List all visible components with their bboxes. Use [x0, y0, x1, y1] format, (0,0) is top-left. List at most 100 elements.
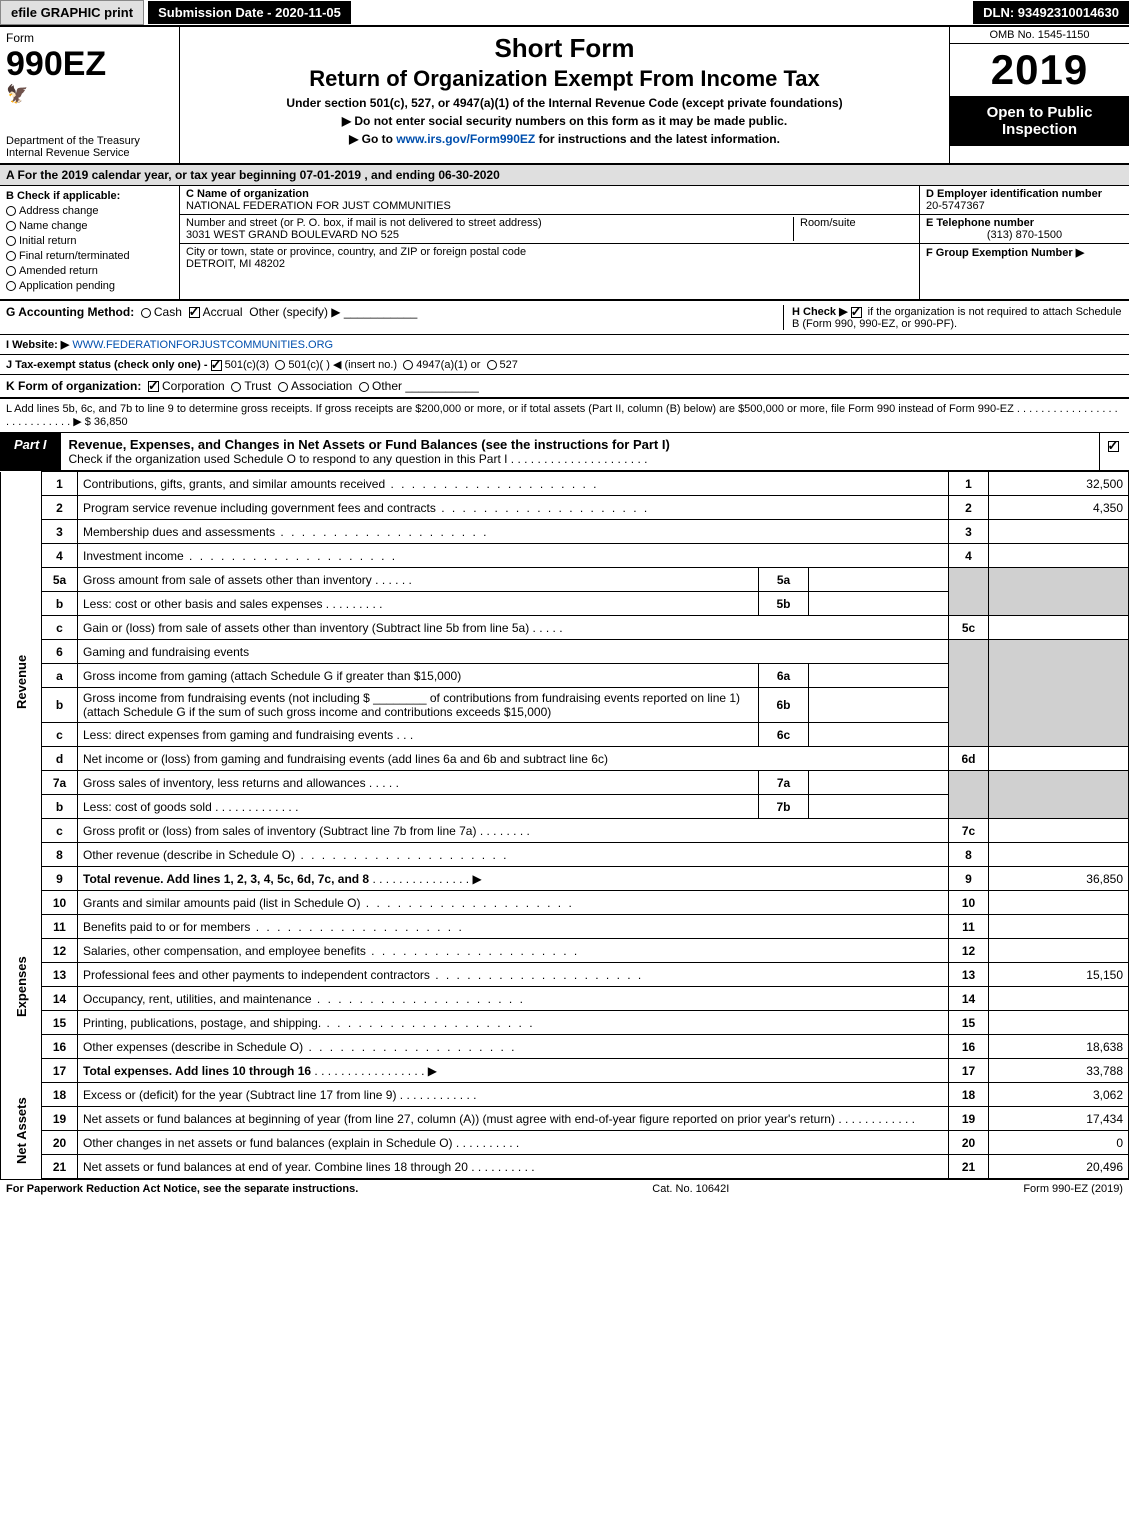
application-pending-radio[interactable] [6, 281, 16, 291]
l16-num: 16 [42, 1035, 78, 1059]
phone-value: (313) 870-1500 [926, 229, 1123, 241]
revenue-side-label: Revenue [1, 472, 42, 891]
amended-return-radio[interactable] [6, 266, 16, 276]
l1-amt: 32,500 [989, 472, 1129, 496]
501c3-label: 501(c)(3) [225, 359, 270, 371]
l7b-sub: 7b [759, 795, 809, 819]
part1-header: Part I Revenue, Expenses, and Changes in… [0, 433, 1129, 471]
l8-amt [989, 843, 1129, 867]
l10-ln: 10 [949, 891, 989, 915]
header-mid: Short Form Return of Organization Exempt… [180, 27, 949, 163]
website-link[interactable]: WWW.FEDERATIONFORJUSTCOMMUNITIES.ORG [72, 339, 333, 351]
e-phone-label: E Telephone number [926, 217, 1034, 229]
form-ref: Form 990-EZ (2019) [1023, 1183, 1123, 1195]
l1-desc: Contributions, gifts, grants, and simila… [83, 477, 599, 491]
col-d-ein: D Employer identification number 20-5747… [919, 186, 1129, 299]
i-label: I Website: ▶ [6, 339, 69, 351]
f-group-label: F Group Exemption Number ▶ [926, 247, 1084, 259]
l3-desc: Membership dues and assessments [83, 525, 488, 539]
g-label: G Accounting Method: [6, 305, 134, 319]
l6-shade-amt [989, 640, 1129, 747]
accrual-checkbox[interactable] [189, 307, 200, 318]
page-footer: For Paperwork Reduction Act Notice, see … [0, 1179, 1129, 1198]
l5a-num: 5a [42, 568, 78, 592]
l9-ln: 9 [949, 867, 989, 891]
l9-desc: Total revenue. Add lines 1, 2, 3, 4, 5c,… [83, 872, 369, 886]
initial-return-radio[interactable] [6, 236, 16, 246]
top-bar: efile GRAPHIC print Submission Date - 20… [0, 0, 1129, 27]
corp-checkbox[interactable] [148, 381, 159, 392]
header-right: OMB No. 1545-1150 2019 Open to Public In… [949, 27, 1129, 163]
row-k-org-form: K Form of organization: Corporation Trus… [0, 375, 1129, 399]
j-label: J Tax-exempt status (check only one) - [6, 359, 208, 371]
l5-shade-amt [989, 568, 1129, 616]
ssn-warning: ▶ Do not enter social security numbers o… [184, 114, 945, 128]
l8-ln: 8 [949, 843, 989, 867]
part1-check-text: Check if the organization used Schedule … [69, 452, 648, 466]
l21-ln: 21 [949, 1155, 989, 1179]
final-return-radio[interactable] [6, 251, 16, 261]
l6d-amt [989, 747, 1129, 771]
l7c-ln: 7c [949, 819, 989, 843]
efile-print-button[interactable]: efile GRAPHIC print [0, 0, 144, 25]
l6d-ln: 6d [949, 747, 989, 771]
name-change-radio[interactable] [6, 221, 16, 231]
l17-ln: 17 [949, 1059, 989, 1083]
l6d-desc: Net income or (loss) from gaming and fun… [78, 747, 949, 771]
row-l-gross-receipts: L Add lines 5b, 6c, and 7b to line 9 to … [0, 399, 1129, 433]
row-g-h: G Accounting Method: Cash Accrual Other … [0, 301, 1129, 335]
l21-desc: Net assets or fund balances at end of ye… [83, 1160, 468, 1174]
col-b-heading: B Check if applicable: [6, 190, 120, 202]
l5a-subval [809, 568, 949, 592]
501c3-checkbox[interactable] [211, 360, 222, 371]
l6-num: 6 [42, 640, 78, 664]
part1-schedule-o-checkbox-cell [1099, 433, 1129, 470]
cash-radio[interactable] [141, 308, 151, 318]
l2-desc: Program service revenue including govern… [83, 501, 649, 515]
section-subtitle: Under section 501(c), 527, or 4947(a)(1)… [184, 96, 945, 110]
h-checkbox[interactable] [851, 307, 862, 318]
501c-radio[interactable] [275, 360, 285, 370]
g-accounting: G Accounting Method: Cash Accrual Other … [6, 305, 783, 330]
assoc-radio[interactable] [278, 382, 288, 392]
other-org-label: Other [372, 379, 402, 393]
trust-radio[interactable] [231, 382, 241, 392]
l5c-ln: 5c [949, 616, 989, 640]
application-pending-label: Application pending [19, 280, 115, 292]
irs-link[interactable]: www.irs.gov/Form990EZ [396, 132, 535, 146]
l6a-desc: Gross income from gaming (attach Schedul… [78, 664, 759, 688]
l2-ln: 2 [949, 496, 989, 520]
l1-num: 1 [42, 472, 78, 496]
l20-ln: 20 [949, 1131, 989, 1155]
address-change-radio[interactable] [6, 206, 16, 216]
form-word: Form [6, 31, 173, 45]
527-radio[interactable] [487, 360, 497, 370]
l6a-num: a [42, 664, 78, 688]
l18-amt: 3,062 [989, 1083, 1129, 1107]
l7c-desc: Gross profit or (loss) from sales of inv… [83, 824, 476, 838]
open-public-box: Open to Public Inspection [950, 96, 1129, 146]
l9-num: 9 [42, 867, 78, 891]
short-form-title: Short Form [184, 33, 945, 64]
d-ein-label: D Employer identification number [926, 188, 1102, 200]
l6d-num: d [42, 747, 78, 771]
net-assets-side-label: Net Assets [1, 1083, 42, 1179]
l16-amt: 18,638 [989, 1035, 1129, 1059]
l6c-desc: Less: direct expenses from gaming and fu… [83, 728, 393, 742]
l15-num: 15 [42, 1011, 78, 1035]
l2-num: 2 [42, 496, 78, 520]
l13-amt: 15,150 [989, 963, 1129, 987]
other-org-radio[interactable] [359, 382, 369, 392]
col-b-checkboxes: B Check if applicable: Address change Na… [0, 186, 180, 299]
part1-title-text: Revenue, Expenses, and Changes in Net As… [69, 437, 670, 452]
4947-radio[interactable] [403, 360, 413, 370]
l17-num: 17 [42, 1059, 78, 1083]
l5b-num: b [42, 592, 78, 616]
l4-amt [989, 544, 1129, 568]
schedule-o-checkbox[interactable] [1108, 441, 1119, 452]
initial-return-label: Initial return [19, 235, 76, 247]
info-grid: B Check if applicable: Address change Na… [0, 186, 1129, 301]
row-j-tax-status: J Tax-exempt status (check only one) - 5… [0, 355, 1129, 375]
l7c-num: c [42, 819, 78, 843]
l10-amt [989, 891, 1129, 915]
